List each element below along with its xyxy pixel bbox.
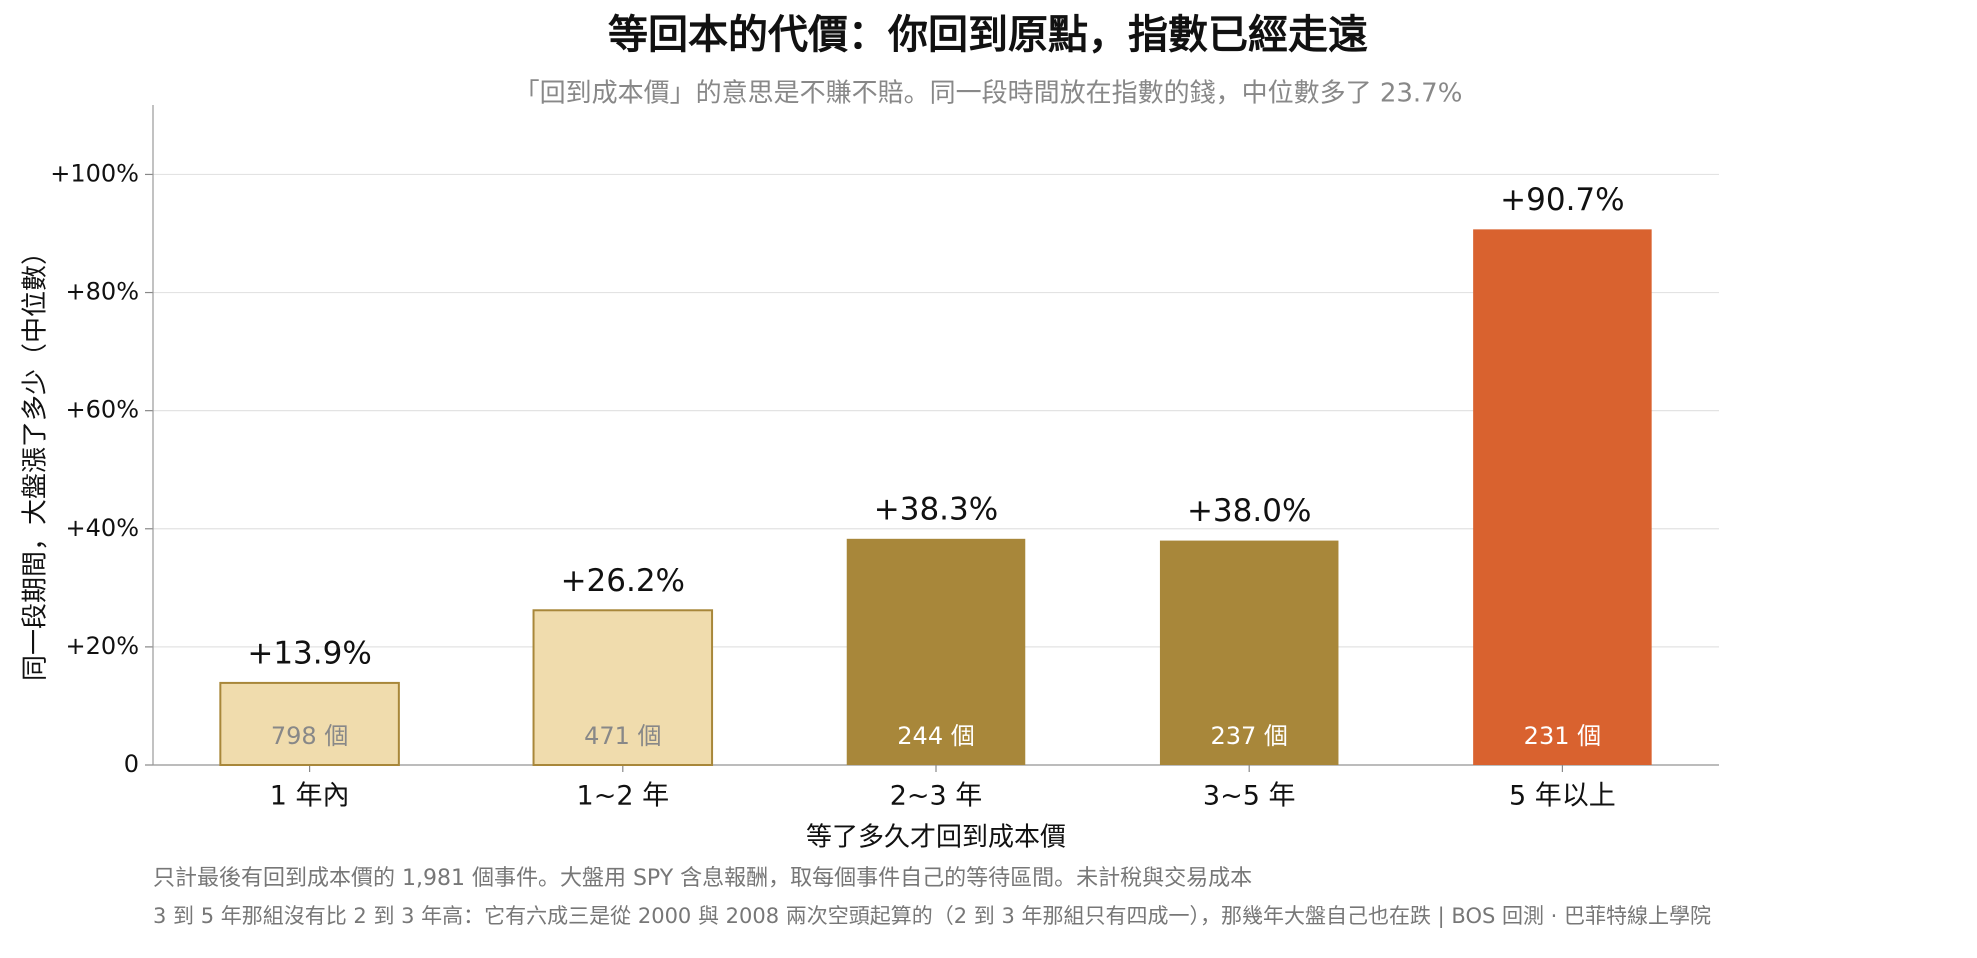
bar-note: 237 個 bbox=[1210, 722, 1287, 750]
y-tick-label: +60% bbox=[66, 396, 139, 424]
bar bbox=[1159, 540, 1339, 765]
y-axis-label: 同一段期間，大盤漲了多少（中位數） bbox=[21, 239, 51, 681]
y-tick-label: +20% bbox=[66, 632, 139, 660]
bar bbox=[846, 538, 1026, 765]
bar bbox=[1473, 229, 1652, 766]
value-label: +26.2% bbox=[561, 563, 685, 599]
x-tick-label: 5 年以上 bbox=[1509, 781, 1616, 812]
footnote: 只計最後有回到成本價的 1,981 個事件。大盤用 SPY 含息報酬，取每個事件… bbox=[153, 866, 1252, 891]
bar-note: 798 個 bbox=[271, 722, 348, 750]
x-axis-label: 等了多久才回到成本價 bbox=[806, 823, 1066, 853]
value-label: +38.3% bbox=[874, 491, 998, 527]
x-tick-label: 1~2 年 bbox=[577, 781, 670, 812]
bar bbox=[532, 609, 714, 767]
bar-note: 471 個 bbox=[584, 722, 661, 750]
footnote: 3 到 5 年那組沒有比 2 到 3 年高：它有六成三是從 2000 與 200… bbox=[153, 904, 1711, 929]
y-tick-label: +80% bbox=[66, 278, 139, 306]
chart-title: 等回本的代價：你回到原點，指數已經走遠 bbox=[608, 12, 1368, 58]
y-tick-label: +40% bbox=[66, 514, 139, 542]
value-label: +38.0% bbox=[1187, 493, 1311, 529]
x-tick-label: 3~5 年 bbox=[1203, 781, 1296, 812]
chart-subtitle: 「回到成本價」的意思是不賺不賠。同一段時間放在指數的錢，中位數多了 23.7% bbox=[514, 79, 1463, 109]
y-tick-label: 0 bbox=[124, 750, 139, 778]
x-tick-label: 2~3 年 bbox=[890, 781, 983, 812]
y-tick-label: +100% bbox=[50, 159, 139, 187]
value-label: +90.7% bbox=[1500, 182, 1624, 218]
bar-note: 244 個 bbox=[897, 722, 974, 750]
bar bbox=[219, 681, 400, 766]
bar-note: 231 個 bbox=[1524, 722, 1601, 750]
x-tick-label: 1 年內 bbox=[270, 781, 350, 812]
value-label: +13.9% bbox=[247, 635, 371, 671]
